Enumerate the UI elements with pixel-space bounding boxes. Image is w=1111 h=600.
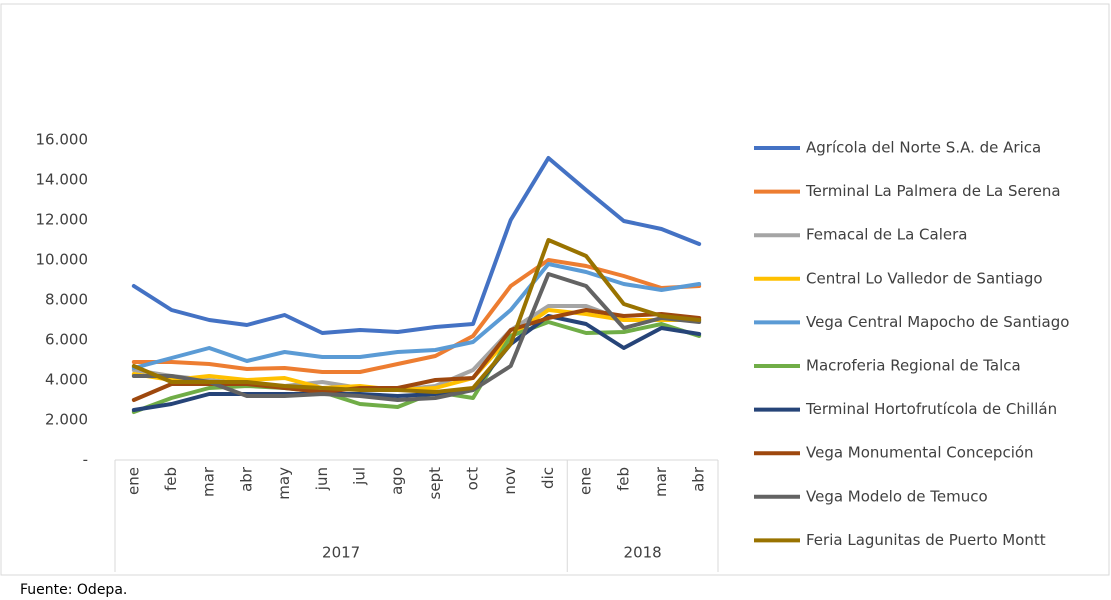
x-tick-label: mar — [652, 466, 670, 497]
y-tick-label: 2.000 — [45, 411, 88, 429]
y-tick-label: 16.000 — [36, 131, 89, 149]
y-tick-label: 12.000 — [36, 211, 89, 229]
legend-label: Central Lo Valledor de Santiago — [806, 269, 1043, 287]
y-tick-label: 6.000 — [45, 331, 88, 349]
y-tick-label: 10.000 — [36, 251, 89, 269]
x-tick-label: dic — [539, 467, 557, 489]
x-tick-label: abr — [690, 466, 708, 492]
x-tick-label: ene — [124, 467, 142, 495]
y-tick-label: 4.000 — [45, 371, 88, 389]
y-tick-label: 14.000 — [36, 171, 89, 189]
series-line — [131, 238, 702, 394]
x-tick-label: nov — [501, 467, 519, 495]
x-tick-label: sept — [426, 467, 444, 500]
x-tick-label: mar — [200, 466, 218, 497]
legend-label: Vega Monumental Concepción — [806, 444, 1034, 462]
x-tick-label: jul — [350, 467, 368, 486]
x-tick-label: oct — [464, 467, 482, 490]
legend-label: Vega Central Mapocho de Santiago — [806, 313, 1069, 331]
x-tick-label: may — [275, 467, 293, 500]
x-tick-label: feb — [162, 467, 180, 491]
legend-label: Terminal La Palmera de La Serena — [805, 182, 1061, 200]
legend-label: Feria Lagunitas de Puerto Montt — [806, 531, 1046, 549]
x-tick-label: feb — [614, 467, 632, 491]
x-tick-label: jun — [313, 467, 331, 491]
chart-border — [0, 3, 1110, 576]
legend-label: Agrícola del Norte S.A. de Arica — [806, 139, 1041, 157]
series-line — [131, 314, 702, 412]
y-tick-label: 8.000 — [45, 291, 88, 309]
x-tick-label: ene — [577, 467, 595, 495]
legend-label: Terminal Hortofrutícola de Chillán — [805, 400, 1057, 418]
x-tick-label: abr — [237, 466, 255, 492]
series-line — [131, 156, 702, 335]
series-line — [131, 272, 702, 402]
series-line — [131, 258, 702, 374]
x-group-label: 2018 — [624, 544, 662, 562]
x-tick-label: ago — [388, 467, 406, 495]
x-group-label: 2017 — [322, 544, 360, 562]
legend-label: Macroferia Regional de Talca — [806, 357, 1021, 375]
footer: Fuente: Odepa. — [20, 582, 127, 598]
y-tick-label: - — [83, 451, 88, 469]
legend-label: Vega Modelo de Temuco — [806, 487, 988, 505]
legend-label: Femacal de La Calera — [806, 226, 967, 244]
